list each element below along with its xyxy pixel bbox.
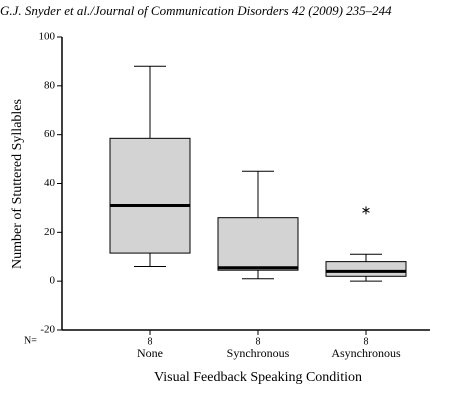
- y-tick-label: 100: [39, 31, 56, 43]
- n-count: 8: [364, 336, 369, 347]
- x-tick-label: None: [137, 346, 163, 360]
- x-axis-label: Visual Feedback Speaking Condition: [154, 370, 362, 385]
- n-label: N=: [24, 335, 37, 346]
- y-tick-label: 0: [50, 275, 56, 287]
- box: [325, 261, 407, 277]
- y-tick-label: 20: [44, 226, 56, 238]
- x-tick-label: Synchronous: [227, 346, 290, 360]
- y-tick-label: 60: [44, 128, 56, 140]
- n-count: 8: [256, 336, 261, 347]
- box: [217, 217, 299, 271]
- outlier-stroke: [362, 207, 370, 213]
- y-tick-label: -20: [40, 324, 55, 336]
- box: [109, 137, 191, 254]
- x-tick-label: Asynchronous: [331, 346, 401, 360]
- y-tick-label: 80: [44, 79, 56, 91]
- y-axis-label: Number of Stuttered Syllables: [10, 99, 25, 269]
- journal-header: G.J. Snyder et al./Journal of Communicat…: [0, 3, 392, 18]
- outlier: [362, 206, 370, 215]
- y-tick-label: 40: [44, 177, 56, 189]
- n-count: 8: [148, 336, 153, 347]
